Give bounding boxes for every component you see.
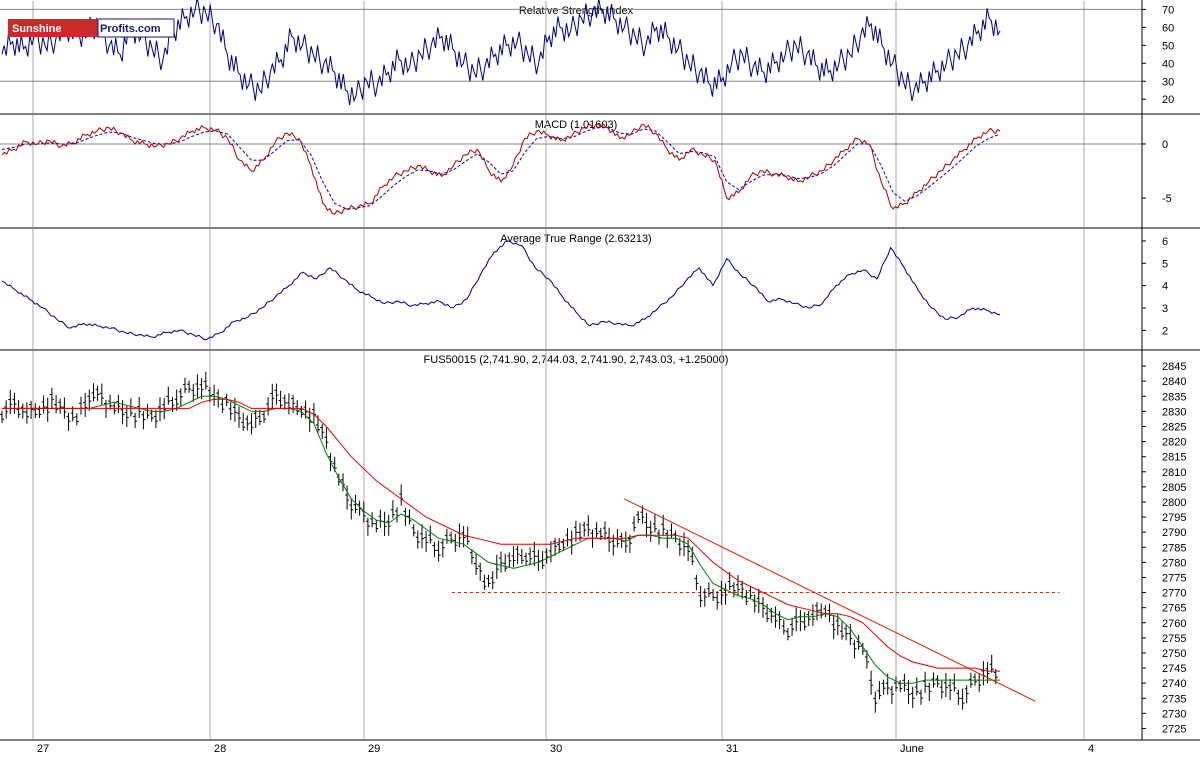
price-title: FUS50015 (2,741.90, 2,744.03, 2,741.90, …: [424, 354, 729, 366]
price-y-tick-label: 2820: [1162, 437, 1186, 449]
price-y-tick-label: 2845: [1162, 361, 1186, 373]
atr-y-tick-label: 6: [1162, 236, 1168, 248]
atr-panel: Average True Range (2.63213) 2 3 4 5 6: [0, 229, 1200, 351]
macd-line: [1, 122, 1001, 215]
price-y-tick-label: 2835: [1162, 391, 1186, 403]
x-axis-day-label: 27: [37, 743, 49, 755]
macd-panel: MACD (1.01603) 0 -5: [0, 115, 1200, 229]
atr-line: [1, 240, 1001, 341]
atr-y-tick-label: 2: [1162, 325, 1168, 337]
rsi-y-tick-label: 50: [1162, 40, 1174, 52]
price-y-tick-label: 2775: [1162, 572, 1186, 584]
atr-y-tick-label: 3: [1162, 303, 1168, 315]
x-axis-day-label: 29: [368, 743, 380, 755]
price-y-tick-label: 2765: [1162, 603, 1186, 615]
price-y-tick-label: 2745: [1162, 663, 1186, 675]
atr-y-tick-label: 4: [1162, 281, 1168, 293]
price-y-tick-label: 2840: [1162, 376, 1186, 388]
price-y-tick-label: 2760: [1162, 618, 1186, 630]
price-y-tick-label: 2800: [1162, 497, 1186, 509]
macd-y-tick-label: 0: [1162, 139, 1168, 151]
price-y-tick-label: 2815: [1162, 452, 1186, 464]
atr-y-tick-label: 5: [1162, 258, 1168, 270]
logo-white-block: [97, 18, 175, 38]
price-y-tick-label: 2780: [1162, 557, 1186, 569]
logo-text-sunshine: Sunshine: [12, 23, 62, 35]
price-y-tick-label: 2785: [1162, 542, 1186, 554]
price-y-tick-label: 2805: [1162, 482, 1186, 494]
price-y-tick-label: 2750: [1162, 648, 1186, 660]
rsi-y-tick-label: 20: [1162, 94, 1174, 106]
x-axis-day-label: 31: [726, 743, 738, 755]
price-y-tick-label: 2795: [1162, 512, 1186, 524]
price-y-tick-label: 2735: [1162, 693, 1186, 705]
x-axis-day-label: 28: [214, 743, 226, 755]
price-y-tick-label: 2730: [1162, 708, 1186, 720]
rsi-y-tick-label: 30: [1162, 76, 1174, 88]
rsi-line: [1, 0, 1001, 106]
short-moving-average: [2, 395, 1000, 684]
trend-line: [624, 498, 1036, 702]
macd-title: MACD (1.01603): [535, 119, 618, 131]
price-y-tick-label: 2830: [1162, 406, 1186, 418]
logo-text-profits: Profits.com: [100, 23, 161, 35]
logo-red-block: [8, 19, 98, 37]
price-y-tick-label: 2740: [1162, 678, 1186, 690]
rsi-y-tick-label: 70: [1162, 4, 1174, 16]
price-y-tick-label: 2790: [1162, 527, 1186, 539]
sunshine-profits-logo: Sunshine Profits.com: [8, 18, 175, 38]
rsi-title: Relative Strength Index: [519, 5, 634, 17]
price-y-tick-label: 2810: [1162, 467, 1186, 479]
long-moving-average: [2, 398, 1000, 672]
price-y-tick-label: 2755: [1162, 633, 1186, 645]
macd-signal-line: [1, 127, 1001, 210]
price-y-tick-label: 2770: [1162, 588, 1186, 600]
price-y-tick-label: 2825: [1162, 421, 1186, 433]
price-y-tick-label: 2725: [1162, 723, 1186, 735]
price-panel: FUS50015 (2,741.90, 2,744.03, 2,741.90, …: [0, 351, 1200, 741]
rsi-y-tick-label: 60: [1162, 22, 1174, 34]
atr-title: Average True Range (2.63213): [500, 233, 651, 245]
x-axis-day-label: 4: [1088, 743, 1094, 755]
rsi-panel: Relative Strength Index 20 30 40 50 60 70: [0, 0, 1200, 115]
x-axis-day-label: June: [900, 743, 924, 755]
macd-y-tick-label: -5: [1162, 193, 1172, 205]
rsi-y-tick-label: 40: [1162, 58, 1174, 70]
x-axis-day-label: 30: [550, 743, 562, 755]
